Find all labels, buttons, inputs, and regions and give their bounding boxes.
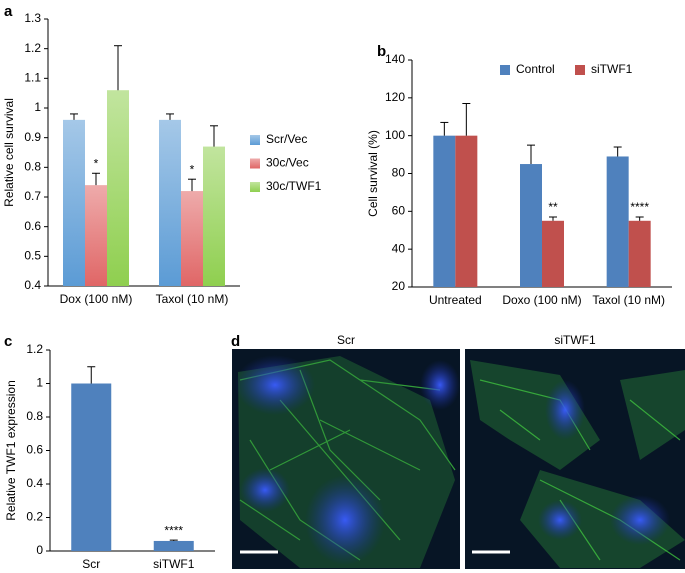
legend-label: 30c/TWF1 [266,179,322,193]
bar [433,135,456,287]
panel-label: d [231,333,240,350]
x-tick-label: Untreated [429,293,482,307]
y-tick-label: 40 [392,241,406,255]
bar [520,164,542,287]
panel-label: a [4,3,13,20]
y-tick-label: 0.7 [24,189,41,203]
panel-label: b [377,43,386,60]
legend-label: siTWF1 [591,62,633,76]
bar [107,90,129,286]
image-label: siTWF1 [554,333,596,347]
bar [63,119,85,286]
legend-label: 30c/Vec [266,156,309,170]
legend-swatch [250,158,260,169]
y-tick-label: 0 [36,543,43,557]
y-tick-label: 80 [392,166,406,180]
y-tick-label: 0.6 [26,443,43,457]
significance: ** [548,200,558,214]
x-tick-label: Dox (100 nM) [60,292,133,306]
significance: * [94,156,99,170]
y-tick-label: 0.4 [24,278,41,292]
legend-label: Scr/Vec [266,132,307,146]
x-tick-label: Doxo (100 nM) [502,293,581,307]
micrograph [465,349,685,569]
y-tick-label: 1.2 [24,41,41,55]
y-tick-label: 60 [392,204,406,218]
x-tick-label: Taxol (10 nM) [156,292,229,306]
significance: **** [630,200,649,214]
bar [542,220,564,287]
y-tick-label: 0.6 [24,219,41,233]
legend-label: Control [516,62,555,76]
bar [159,119,181,286]
legend-swatch [575,65,585,75]
bar [628,220,651,287]
panel-label: c [4,333,12,350]
significance: * [190,162,195,176]
x-tick-label: Scr [82,557,100,571]
bar [203,146,225,286]
y-axis-label: Relative cell survival [2,98,16,207]
y-tick-label: 1.1 [24,71,41,85]
bar [606,156,629,287]
y-tick-label: 0.9 [24,130,41,144]
bar [85,185,107,286]
y-tick-label: 1 [36,376,43,390]
legend-swatch [250,182,260,192]
y-axis-label: Relative TWF1 expression [4,380,18,521]
y-tick-label: 0.2 [26,510,43,524]
image-label: Scr [337,333,355,347]
legend-swatch [500,65,510,75]
y-tick-label: 0.5 [24,249,41,263]
bar [71,383,112,551]
y-tick-label: 0.8 [26,409,43,423]
y-tick-label: 1 [34,100,41,114]
micrograph [232,349,460,569]
x-tick-label: siTWF1 [153,557,195,571]
legend-swatch [250,135,260,145]
x-tick-label: Taxol (10 nM) [592,293,665,307]
significance: **** [164,523,183,537]
y-tick-label: 20 [392,279,406,293]
bar [153,540,194,551]
bar [181,191,203,286]
bar [455,135,478,287]
y-tick-label: 1.2 [26,342,43,356]
y-tick-label: 120 [385,90,405,104]
y-tick-label: 0.8 [24,160,41,174]
y-axis-label: Cell survival (%) [366,130,380,217]
y-tick-label: 1.3 [24,11,41,25]
y-tick-label: 100 [385,128,405,142]
y-tick-label: 0.4 [26,476,43,490]
y-tick-label: 140 [385,52,405,66]
